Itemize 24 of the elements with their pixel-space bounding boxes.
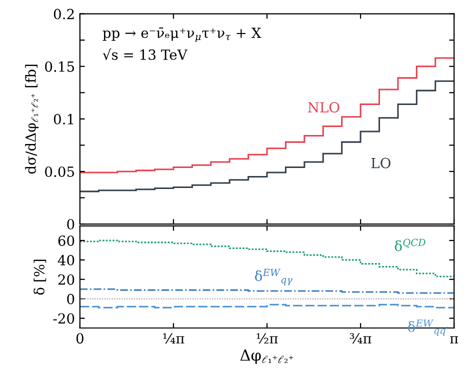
y-tick-label: 0 <box>67 218 74 230</box>
x-tick-label: ½π <box>256 333 278 344</box>
x-axis-title: Δφ$_{ℓ₁⁺ℓ₂⁺}$ <box>240 350 294 364</box>
y-tick-label: 20 <box>58 274 74 285</box>
series-label: δ$^{QCD}$ <box>394 238 426 252</box>
y-tick-label: 60 <box>58 235 74 246</box>
y-tick-label: 0.05 <box>45 166 74 177</box>
y-axis-title: δ [%] <box>34 260 46 295</box>
x-tick-label: ¼π <box>163 333 184 344</box>
y-tick-label: 0.15 <box>45 61 74 72</box>
series-label: NLO <box>308 102 340 113</box>
annotation: √s = 13 TeV <box>102 48 188 60</box>
series-label: LO <box>371 158 390 168</box>
y-tick-label: 0.1 <box>54 114 74 124</box>
y-axis-title: dσ/dΔφ$_{ℓ₁⁺ℓ₂⁺}$ [fb] <box>25 64 39 174</box>
y-tick-label: 40 <box>58 254 74 266</box>
x-tick-label: 0 <box>76 333 84 344</box>
x-tick-label: π <box>450 336 458 344</box>
x-tick-label: ¾π <box>350 333 372 344</box>
annotation: pp → e⁻ν̄ₑμ⁺ν$_{μ}$τ⁺ν$_{τ}$ + X <box>102 27 262 42</box>
series-label: δ$^{EW}$$_{qγ}$ <box>255 268 292 286</box>
y-tick-label: 0 <box>67 294 74 304</box>
y-tick-label: -20 <box>53 313 74 324</box>
y-tick-label: 0.2 <box>54 8 74 20</box>
